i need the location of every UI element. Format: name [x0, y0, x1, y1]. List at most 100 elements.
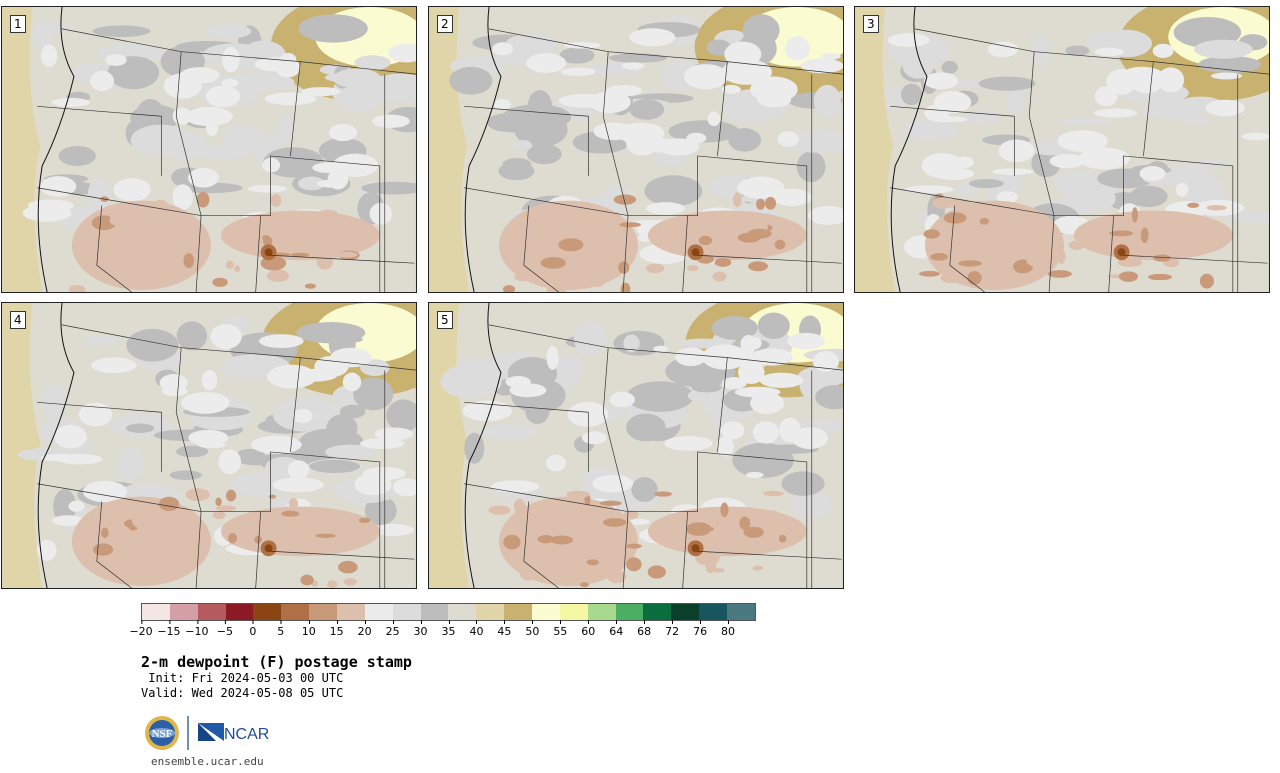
dry-region — [1086, 30, 1123, 53]
colorbar-swatch — [727, 604, 755, 620]
very-dry-region — [189, 243, 203, 251]
very-dry-region — [699, 526, 714, 532]
dry-region — [387, 43, 416, 63]
state-boundary — [488, 324, 843, 371]
very-dry-region — [185, 488, 210, 501]
very-dry-region — [1131, 207, 1138, 223]
dry-region — [759, 372, 804, 388]
colorbar-swatch — [281, 604, 310, 620]
state-boundary — [464, 155, 808, 292]
very-dry-region — [299, 538, 307, 545]
dry-region — [324, 72, 380, 84]
very-dry-region — [566, 490, 590, 498]
dry-region — [1131, 71, 1163, 94]
very-dry-region — [1118, 271, 1139, 282]
state-boundary — [1108, 215, 1114, 292]
dry-region — [254, 57, 294, 72]
very-dry-region — [587, 546, 608, 559]
coastal-moisture — [429, 7, 470, 292]
dry-region — [126, 328, 179, 362]
very-dry-region — [919, 270, 941, 277]
dry-region — [354, 473, 392, 496]
dry-region — [40, 176, 77, 197]
dry-region — [924, 104, 950, 122]
coastline — [37, 303, 75, 588]
dry-region — [1031, 36, 1051, 67]
colorbar-swatch — [476, 604, 505, 620]
very-dry-region — [698, 235, 713, 246]
very-dry-region — [619, 222, 641, 228]
dry-region — [298, 14, 368, 43]
dry-region — [737, 176, 785, 199]
dry-region — [309, 459, 361, 474]
very-dry-region — [732, 192, 742, 208]
dry-region — [22, 204, 72, 222]
very-dry-region — [932, 197, 954, 209]
dry-region — [386, 399, 416, 432]
state-boundary — [37, 451, 381, 588]
dry-region — [191, 75, 215, 83]
dry-region — [738, 360, 765, 384]
state-boundary — [290, 61, 301, 156]
colorbar-tick-label: −20 — [129, 620, 153, 638]
state-boundary — [464, 401, 589, 472]
dewpoint-map-2 — [429, 7, 843, 292]
dry-region — [721, 377, 747, 390]
very-dry-region — [325, 513, 349, 526]
dry-region — [626, 413, 666, 442]
dry-region — [998, 139, 1035, 163]
dry-region — [237, 454, 277, 466]
site-url[interactable]: ensemble.ucar.edu — [151, 755, 264, 768]
dry-region — [205, 24, 252, 39]
dry-spot — [264, 544, 273, 553]
very-dry-region — [765, 510, 781, 524]
very-dry-region — [747, 228, 772, 239]
colorbar-swatch — [615, 604, 644, 620]
very-dry-region — [558, 238, 584, 252]
very-dry-region — [176, 236, 190, 247]
state-boundary — [464, 451, 808, 588]
state-boundary — [890, 155, 1234, 292]
state-boundary — [255, 511, 261, 588]
plot-title: 2-m dewpoint (F) postage stamp — [141, 653, 412, 671]
very-dry-region — [133, 217, 150, 228]
dry-region — [247, 184, 288, 193]
dry-region — [293, 408, 313, 424]
colorbar-tick-label: −5 — [217, 620, 233, 638]
colorbar-swatch — [309, 604, 338, 620]
dry-region — [932, 167, 975, 180]
state-boundary — [682, 215, 688, 292]
dry-region — [328, 124, 358, 142]
dry-region — [354, 55, 391, 71]
dry-spot — [691, 248, 700, 257]
very-dry-region — [354, 242, 370, 247]
colorbar-swatch — [142, 604, 170, 620]
state-boundary — [682, 511, 688, 588]
coastal-moisture — [855, 7, 896, 292]
very-dry-region — [1057, 248, 1066, 265]
state-boundary — [717, 61, 728, 156]
state-boundary — [464, 105, 589, 176]
very-dry-region — [1047, 270, 1072, 278]
dry-region — [574, 321, 607, 357]
dry-region — [992, 168, 1034, 176]
dry-region — [371, 523, 414, 536]
very-dry-region — [300, 574, 314, 586]
very-dry-region — [943, 212, 967, 224]
colorbar-tick-label: 10 — [302, 620, 316, 638]
dry-spot — [264, 248, 273, 257]
very-dry-region — [654, 491, 672, 497]
very-dry-region — [288, 497, 298, 510]
dry-region — [1064, 185, 1116, 213]
dry-region — [91, 357, 137, 374]
colorbar-swatch — [169, 604, 198, 620]
dry-region — [626, 381, 694, 412]
dry-region — [683, 64, 729, 90]
coastline — [464, 303, 502, 588]
dry-region — [752, 421, 780, 444]
dry-region — [493, 99, 511, 110]
coastal-moisture — [2, 303, 43, 588]
dewpoint-map-3 — [855, 7, 1269, 292]
dry-region — [317, 335, 364, 344]
very-dry-region — [279, 210, 305, 226]
